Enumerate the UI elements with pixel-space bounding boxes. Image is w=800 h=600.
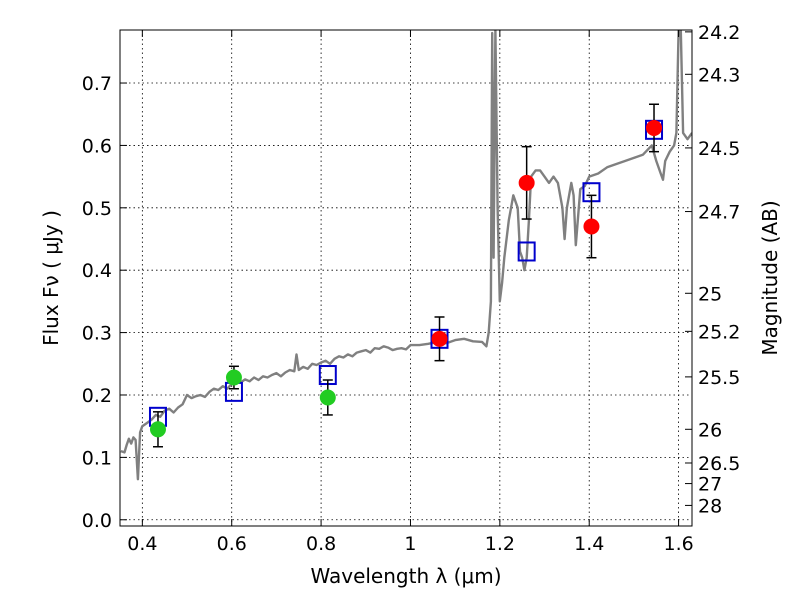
magnitude-tick-label: 25.2 — [698, 321, 740, 343]
observed-flux-point — [149, 421, 166, 438]
x-axis-title: Wavelength λ (μm) — [310, 564, 501, 588]
magnitude-tick-label: 26.5 — [698, 453, 740, 475]
series-layer — [120, 30, 692, 481]
magnitude-tick-label: 24.2 — [698, 22, 740, 44]
observed-flux-point — [646, 119, 663, 136]
y-tick-label: 0.7 — [82, 73, 112, 95]
y-tick-label: 0.2 — [82, 385, 112, 407]
plot-area — [120, 30, 692, 481]
x-tick-label: 1 — [404, 533, 416, 555]
tick-layer — [120, 30, 692, 526]
x-tick-label: 0.4 — [127, 533, 157, 555]
magnitude-tick-label: 26 — [698, 419, 722, 441]
y-tick-label: 0.3 — [82, 323, 112, 345]
y-tick-label: 0.0 — [82, 510, 112, 532]
observed-flux-point — [225, 369, 242, 386]
observed-flux-point — [518, 174, 535, 191]
y-axis-title: Flux Fν ( μJy ) — [39, 210, 63, 346]
y-tick-label: 0.4 — [82, 260, 112, 282]
magnitude-tick-label: 28 — [698, 495, 722, 517]
label-layer: 0.4 0.6 0.8 1 1.2 1.4 1.6 0.0 0.1 0.2 0.3 0.4 0.5 0.6… — [82, 22, 741, 555]
magnitude-tick-label: 24.7 — [698, 202, 740, 224]
y-tick-label: 0.1 — [82, 447, 112, 469]
magnitude-tick-label: 27 — [698, 474, 722, 496]
observed-flux-point — [583, 218, 600, 235]
magnitude-tick-label: 24.3 — [698, 64, 740, 86]
y-tick-label: 0.6 — [82, 135, 112, 157]
x-tick-label: 0.8 — [306, 533, 336, 555]
x-tick-label: 1.6 — [663, 533, 693, 555]
model-photometry-square — [517, 241, 536, 262]
x-tick-label: 1.4 — [574, 533, 604, 555]
observed-flux-point — [431, 330, 448, 347]
right-axis-title: Magnitude (AB) — [758, 200, 782, 355]
plot-frame — [119, 29, 693, 527]
magnitude-tick-label: 24.5 — [698, 138, 740, 160]
x-tick-label: 0.6 — [217, 533, 247, 555]
magnitude-tick-label: 25 — [698, 283, 722, 305]
model-spectrum-line — [120, 30, 692, 481]
x-tick-label: 1.2 — [485, 533, 515, 555]
observed-flux-point — [319, 389, 336, 406]
y-tick-label: 0.5 — [82, 198, 112, 220]
magnitude-tick-label: 25.5 — [698, 367, 740, 389]
